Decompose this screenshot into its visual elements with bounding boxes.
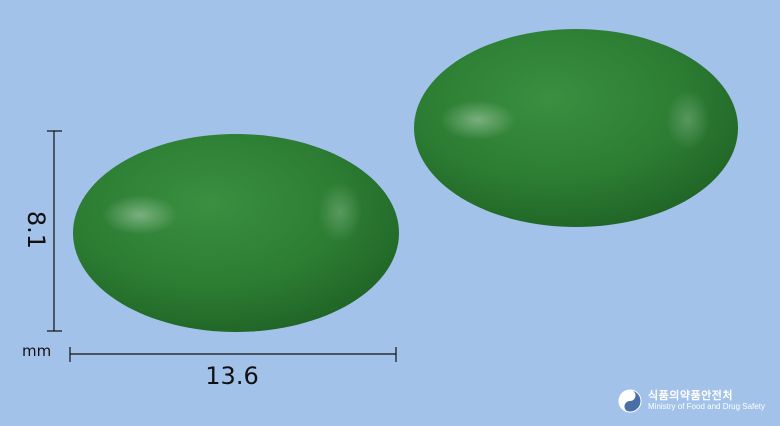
pill-left [73, 134, 399, 332]
mfds-logo: 식품의약품안전처 Ministry of Food and Drug Safet… [618, 386, 768, 416]
unit-label: mm [22, 342, 52, 360]
height-measurement: 8.1 [22, 210, 50, 250]
pill-right [414, 29, 738, 227]
width-measurement: 13.6 [205, 362, 259, 390]
taeguk-emblem-icon [618, 389, 642, 413]
width-dimension-line [69, 347, 397, 362]
height-dimension-line [47, 130, 62, 332]
logo-english-text: Ministry of Food and Drug Safety [648, 402, 765, 411]
logo-korean-text: 식품의약품안전처 [648, 390, 733, 402]
